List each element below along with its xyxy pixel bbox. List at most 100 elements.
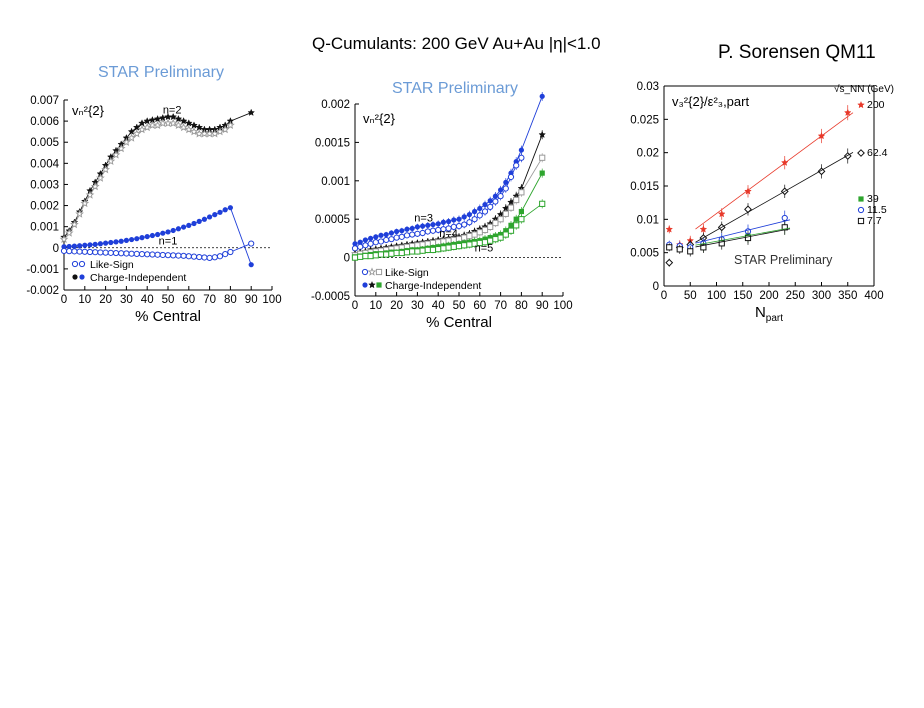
y-tick-label: 0.0015 — [315, 137, 350, 149]
series-line — [63, 122, 231, 240]
data-point — [425, 222, 431, 228]
ticks: 0 10 20 30 40 50 60 70 80 90 100 -0.002 -0.001 0 0.001… — [26, 95, 281, 306]
data-point — [388, 230, 394, 236]
x-tick-label: 10 — [78, 294, 91, 306]
data-point — [248, 262, 254, 268]
data-point — [383, 231, 389, 238]
star-preliminary-right: STAR Preliminary — [734, 253, 833, 267]
data-point — [492, 236, 499, 243]
data-point — [112, 249, 120, 257]
x-tick-label: 60 — [182, 294, 195, 306]
data-point — [399, 228, 405, 234]
data-point — [409, 248, 416, 255]
data-point — [81, 248, 88, 255]
data-point — [513, 162, 520, 169]
data-point — [184, 119, 193, 127]
data-point — [502, 210, 509, 217]
data-point — [513, 222, 520, 229]
data-point — [216, 253, 224, 260]
data-point — [92, 241, 98, 247]
y-tick-label: 0.0005 — [315, 214, 350, 226]
x-tick-label: 80 — [515, 300, 528, 312]
annotation-n4: n=4 — [439, 228, 458, 240]
x-tick-label: 0 — [352, 300, 358, 312]
data-point — [71, 243, 77, 249]
data-point — [154, 251, 161, 258]
data-point — [513, 216, 519, 222]
data-point — [419, 229, 426, 237]
data-point — [207, 214, 213, 220]
data-point — [92, 249, 99, 256]
data-point — [471, 216, 478, 223]
data-point — [77, 243, 83, 249]
data-point — [513, 196, 520, 204]
data-point — [108, 239, 114, 246]
data-point — [201, 254, 208, 261]
x-tick-label: 0 — [61, 294, 67, 306]
series-n-3-like-sign — [351, 153, 525, 252]
x-tick-label: 40 — [141, 294, 154, 306]
data-point — [507, 173, 515, 181]
data-point — [211, 254, 218, 261]
data-point — [414, 224, 420, 230]
x-tick-label: 10 — [369, 300, 382, 312]
legend-marker — [858, 196, 864, 202]
data-point — [539, 200, 546, 207]
data-point — [180, 252, 187, 259]
data-point — [471, 231, 478, 238]
data-point — [414, 230, 421, 237]
data-point — [127, 133, 136, 142]
y-tick-label: 0.002 — [321, 99, 350, 111]
data-point — [227, 205, 233, 211]
series-line — [63, 207, 252, 265]
data-point — [139, 235, 145, 241]
data-point — [220, 124, 230, 134]
chart-title: vₙ²{2} — [72, 103, 105, 118]
y-tick-label: 0.01 — [637, 214, 659, 226]
data-point — [492, 193, 498, 199]
data-point — [90, 181, 100, 191]
data-point — [153, 120, 162, 130]
data-point — [357, 253, 364, 260]
data-point — [429, 246, 437, 254]
data-point — [424, 246, 431, 254]
data-point — [383, 251, 390, 258]
chart-vn2-left: 0 10 20 30 40 50 60 70 80 90 100 -0.002 -0.001 0 0.001… — [26, 95, 281, 325]
data-point — [201, 216, 207, 222]
data-point — [165, 229, 171, 235]
data-point — [362, 252, 369, 260]
data-point — [175, 226, 181, 232]
legend-marker — [375, 268, 383, 276]
data-point — [372, 239, 379, 246]
data-point — [362, 237, 368, 243]
data-point — [85, 190, 95, 199]
x-tick-label: 50 — [162, 294, 175, 306]
data-point — [435, 221, 441, 227]
x-tick-label: 400 — [864, 290, 883, 302]
data-point — [144, 233, 150, 240]
x-tick-label: 30 — [411, 300, 424, 312]
data-point — [196, 253, 203, 261]
data-point — [398, 249, 405, 257]
legend-marker — [367, 267, 377, 276]
data-point — [227, 248, 234, 256]
data-point — [676, 246, 683, 253]
x-tick-label: 0 — [661, 290, 667, 302]
data-point — [97, 241, 103, 247]
x-tick-label: 50 — [684, 290, 697, 302]
data-point — [435, 246, 442, 253]
annotation-n1: n=1 — [159, 236, 178, 248]
series-7-7 — [666, 219, 788, 257]
y-tick-label: 0.02 — [637, 148, 659, 160]
data-point — [388, 236, 395, 243]
legend-label: Like-Sign — [385, 267, 429, 279]
data-point — [476, 212, 483, 219]
legend-label: 39 — [867, 193, 879, 205]
y-tick-label: 0.025 — [630, 114, 659, 126]
data-point — [430, 221, 436, 228]
data-point — [169, 112, 178, 121]
x-tick-label: 250 — [786, 290, 805, 302]
chart-title: v₃²{2}/ε²₃,part — [672, 94, 749, 109]
